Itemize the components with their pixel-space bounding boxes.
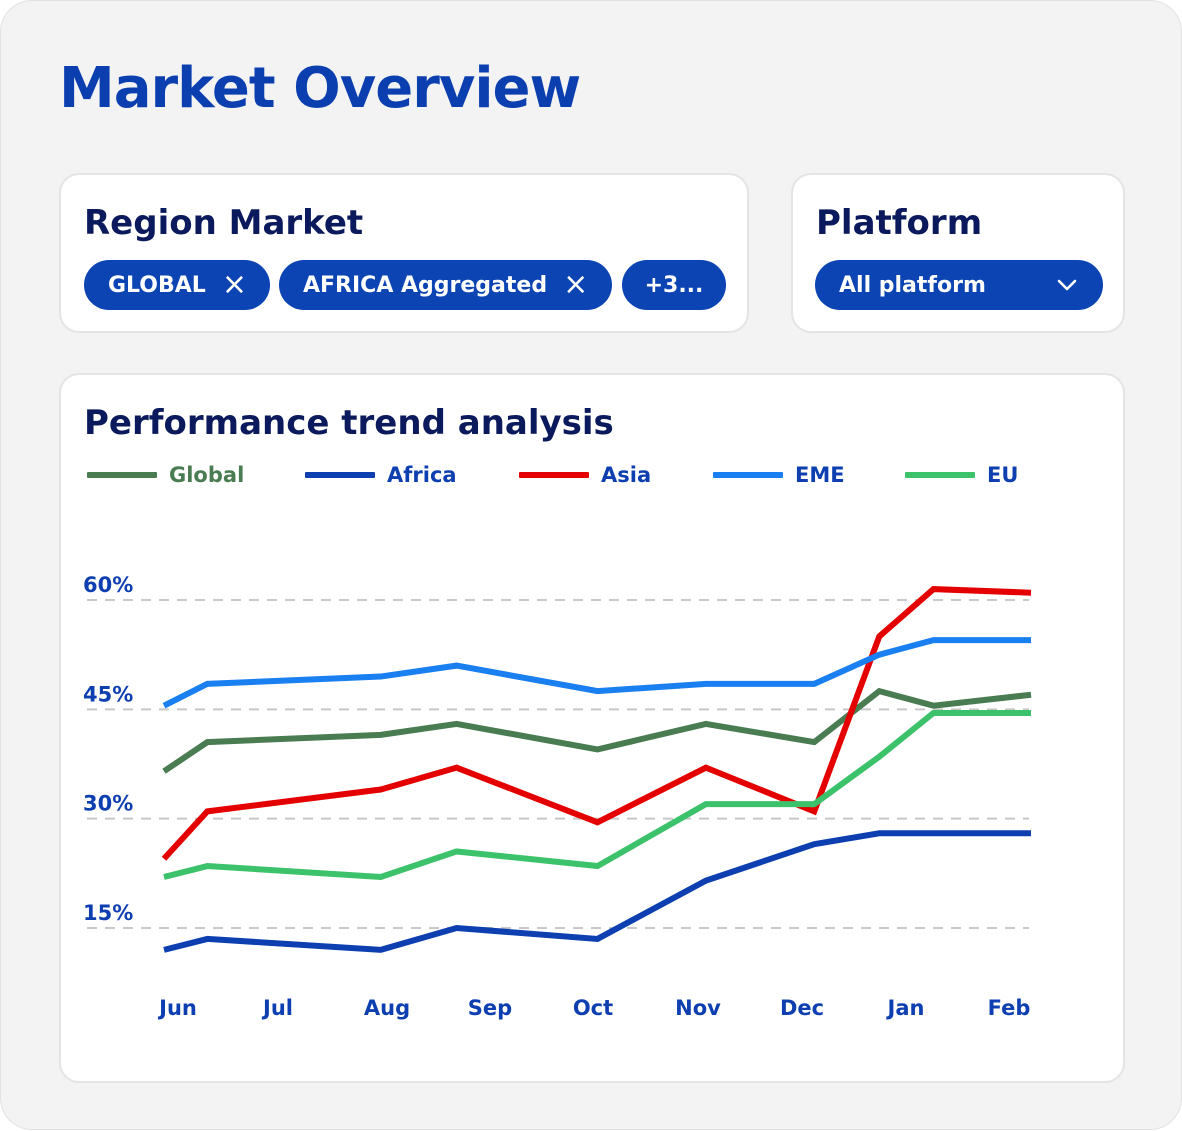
legend-item-africa: Africa bbox=[305, 461, 457, 489]
platform-select[interactable]: All platform bbox=[815, 260, 1103, 310]
x-tick-label: Feb bbox=[988, 996, 1031, 1020]
legend-item-eu: EU bbox=[905, 461, 1018, 489]
legend-swatch-asia bbox=[519, 472, 589, 478]
legend-label-asia: Asia bbox=[601, 463, 652, 487]
platform-card: Platform All platform bbox=[791, 173, 1125, 333]
legend-swatch-global bbox=[87, 472, 157, 478]
legend-item-asia: Asia bbox=[519, 461, 651, 489]
y-tick-label: 45% bbox=[83, 682, 133, 706]
x-tick-label: Jan bbox=[886, 996, 925, 1020]
chart-title: Performance trend analysis bbox=[84, 403, 614, 443]
legend-item-eme: EME bbox=[713, 461, 845, 489]
chip-africa-label: AFRICA Aggregated bbox=[303, 272, 548, 298]
chip-africa-aggregated[interactable]: AFRICA Aggregated × bbox=[279, 260, 612, 310]
x-tick-label: Jul bbox=[261, 996, 293, 1020]
legend-swatch-africa bbox=[305, 472, 375, 478]
chip-global[interactable]: GLOBAL × bbox=[84, 260, 270, 310]
y-tick-label: 60% bbox=[83, 573, 133, 597]
more-regions-label: +3... bbox=[644, 272, 704, 298]
x-tick-label: Jun bbox=[157, 996, 197, 1020]
chart-card: Performance trend analysis bbox=[59, 373, 1125, 1083]
legend-label-eu: EU bbox=[987, 463, 1019, 487]
page-title: Market Overview bbox=[59, 56, 581, 121]
series-line-eu bbox=[163, 709, 1031, 881]
close-icon[interactable]: × bbox=[221, 267, 247, 302]
series-line-africa bbox=[163, 830, 1031, 953]
platform-select-value: All platform bbox=[839, 272, 986, 298]
legend-label-africa: Africa bbox=[387, 463, 457, 487]
region-market-title: Region Market bbox=[84, 203, 364, 243]
x-tick-label: Aug bbox=[364, 996, 410, 1020]
x-tick-label: Dec bbox=[780, 996, 824, 1020]
platform-title: Platform bbox=[816, 203, 983, 243]
legend-label-global: Global bbox=[169, 463, 245, 487]
chevron-down-icon bbox=[1057, 279, 1077, 291]
close-icon[interactable]: × bbox=[563, 267, 589, 302]
legend-item-global: Global bbox=[87, 461, 244, 489]
legend-swatch-eu bbox=[905, 472, 975, 478]
x-tick-label: Oct bbox=[573, 996, 613, 1020]
y-tick-label: 15% bbox=[83, 901, 133, 925]
legend-label-eme: EME bbox=[795, 463, 845, 487]
region-market-card: Region Market GLOBAL × AFRICA Aggregated… bbox=[59, 173, 749, 333]
x-tick-label: Nov bbox=[675, 996, 721, 1020]
series-line-asia bbox=[161, 586, 1032, 861]
legend-swatch-eme bbox=[713, 472, 783, 478]
series-line-global bbox=[162, 687, 1032, 774]
more-regions-chip[interactable]: +3... bbox=[622, 260, 726, 310]
x-tick-label: Sep bbox=[468, 996, 512, 1020]
y-tick-label: 30% bbox=[83, 792, 133, 816]
chip-global-label: GLOBAL bbox=[108, 272, 206, 298]
series-line-eme bbox=[162, 637, 1031, 709]
